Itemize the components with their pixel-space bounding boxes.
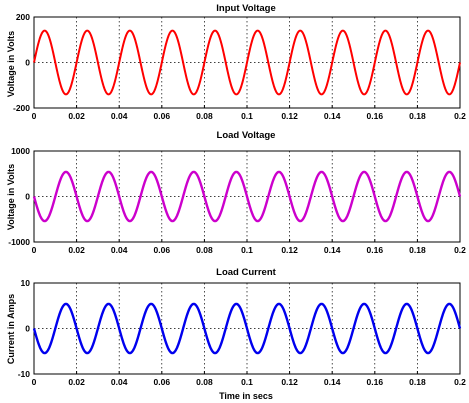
y-tick-label: 1000	[11, 146, 30, 156]
x-tick-label: 0.02	[68, 245, 85, 255]
x-tick-label: 0.02	[68, 377, 85, 387]
series-line	[33, 29, 461, 96]
x-tick-label: 0.2	[454, 377, 466, 387]
y-tick-labels: -200 0 200	[13, 12, 30, 113]
x-tick-label: 0.12	[281, 245, 298, 255]
x-tick-label: 0.1	[241, 111, 253, 121]
x-tick-label: 0.2	[454, 245, 466, 255]
x-tick-label: 0.06	[154, 111, 171, 121]
x-tick-label: 0.14	[324, 377, 341, 387]
x-tick-label: 0	[32, 377, 37, 387]
x-tick-label: 0.04	[111, 377, 128, 387]
x-tick-label: 0.18	[409, 111, 426, 121]
panel-input-voltage: Input Voltage Voltage in Volts 0 0.02 0.04…	[6, 3, 466, 121]
x-tick-label: 0.04	[111, 245, 128, 255]
y-tick-labels: -1000 0 1000	[8, 146, 30, 247]
x-tick-label: 0.16	[367, 377, 384, 387]
x-tick-label: 0.08	[196, 245, 213, 255]
x-tick-label: 0.02	[68, 111, 85, 121]
y-tick-label: 0	[25, 324, 30, 334]
x-tick-label: 0.1	[241, 377, 253, 387]
x-tick-labels: 0 0.02 0.04 0.06 0.08 0.1 0.12 0.14 0.16 0.18 0.2	[32, 377, 467, 387]
x-tick-label: 0.04	[111, 111, 128, 121]
x-tick-label: 0.06	[154, 377, 171, 387]
chart-title: Load Voltage	[217, 130, 276, 141]
chart-title: Load Current	[216, 267, 276, 278]
x-tick-label: 0.18	[409, 377, 426, 387]
x-tick-labels: 0 0.02 0.04 0.06 0.08 0.1 0.12 0.14 0.16 0.18 0.2	[32, 111, 467, 121]
y-axis-label: Current in Amps	[6, 294, 16, 364]
x-axis-label: Time in secs	[219, 391, 273, 401]
x-tick-labels: 0 0.02 0.04 0.06 0.08 0.1 0.12 0.14 0.16 0.18 0.2	[32, 245, 467, 255]
chart-title: Input Voltage	[216, 3, 275, 14]
x-tick-label: 0.16	[367, 111, 384, 121]
x-tick-label: 0	[32, 245, 37, 255]
x-tick-label: 0.2	[454, 111, 466, 121]
y-tick-label: 200	[16, 12, 30, 22]
y-tick-label: -200	[13, 103, 30, 113]
x-tick-label: 0.08	[196, 377, 213, 387]
x-tick-label: 0.14	[324, 245, 341, 255]
y-tick-label: 0	[25, 58, 30, 68]
y-tick-label: -1000	[8, 237, 30, 247]
x-tick-label: 0.1	[241, 245, 253, 255]
y-axis-label: Voltage in Volts	[6, 31, 16, 97]
series-line	[32, 302, 462, 355]
y-tick-label: 0	[25, 192, 30, 202]
x-tick-label: 0.06	[154, 245, 171, 255]
y-axis-label: Voltage in Volts	[6, 164, 16, 230]
x-tick-label: 0.12	[281, 111, 298, 121]
y-tick-label: -10	[18, 369, 31, 379]
x-tick-label: 0.16	[367, 245, 384, 255]
y-tick-label: 10	[21, 278, 31, 288]
panel-load-current: Load Current Current in Amps 0 0.02 0.04 0.…	[6, 267, 466, 401]
x-tick-label: 0.08	[196, 111, 213, 121]
x-tick-label: 0.12	[281, 377, 298, 387]
series-line	[32, 170, 462, 223]
x-tick-label: 0.18	[409, 245, 426, 255]
x-tick-label: 0	[32, 111, 37, 121]
y-tick-labels: -10 0 10	[18, 278, 31, 379]
panel-load-voltage: Load Voltage Voltage in Volts 0 0.02 0.04 0…	[6, 130, 466, 255]
x-tick-label: 0.14	[324, 111, 341, 121]
